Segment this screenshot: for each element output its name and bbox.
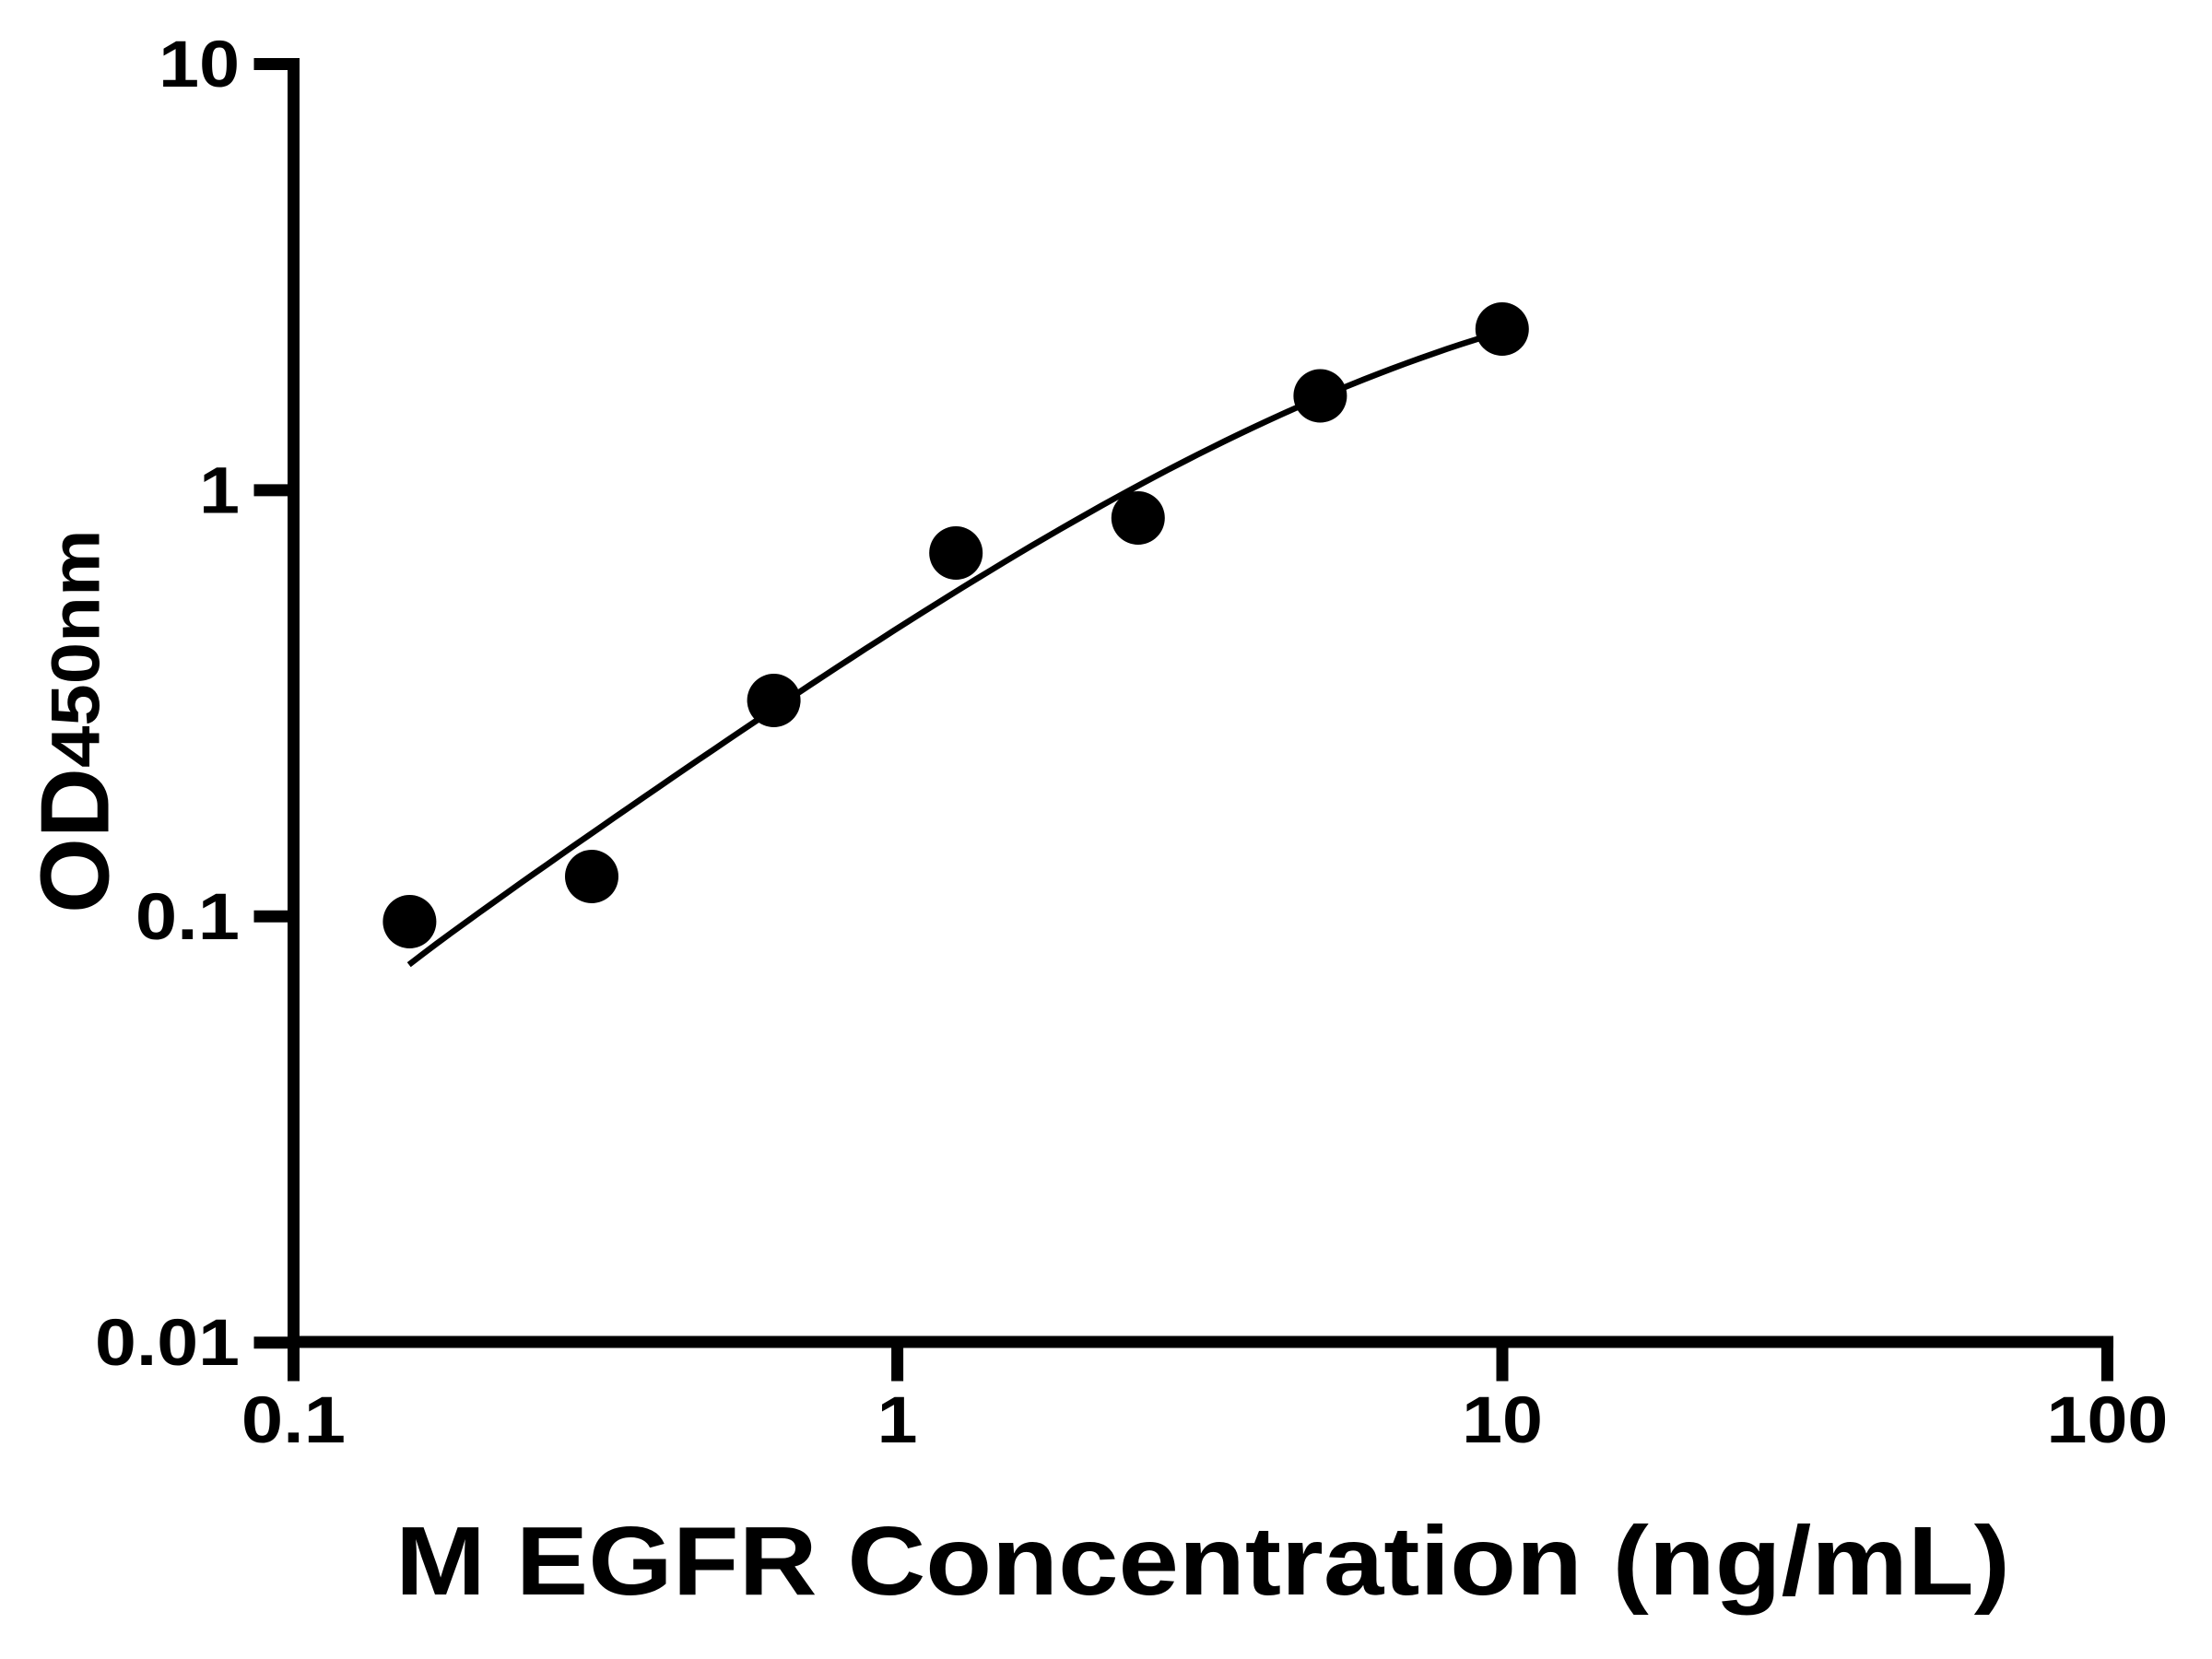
svg-text:1: 1 <box>877 1384 918 1457</box>
svg-text:0.01: 0.01 <box>95 1307 240 1380</box>
svg-text:1: 1 <box>199 454 240 527</box>
svg-text:OD450nm: OD450nm <box>21 530 130 914</box>
svg-text:0.1: 0.1 <box>135 881 240 954</box>
svg-text:0.1: 0.1 <box>241 1384 346 1457</box>
svg-text:100: 100 <box>2047 1384 2169 1457</box>
svg-text:10: 10 <box>1462 1384 1543 1457</box>
svg-text:10: 10 <box>159 29 240 101</box>
svg-text:M EGFR Concentration (ng/mL): M EGFR Concentration (ng/mL) <box>395 1507 2010 1616</box>
